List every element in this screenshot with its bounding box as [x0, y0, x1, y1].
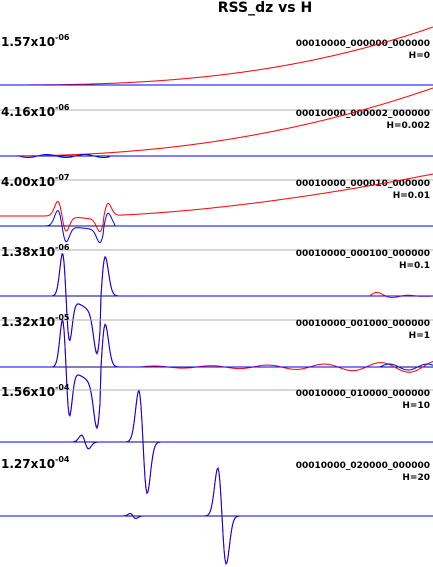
- panel-h-label: H=0.002: [386, 121, 430, 131]
- red-trace: [0, 173, 433, 233]
- panel-scale-label: 1.56x10-04: [1, 383, 70, 399]
- panel-run-id: 00010000_000000_000000: [296, 39, 430, 49]
- panel-6: 1.27x10-04 00010000_020000_000000 H=20: [0, 455, 433, 566]
- figure-title: RSS_dz vs H: [218, 0, 312, 16]
- scale-mantissa: 1.38x10: [1, 245, 55, 259]
- red-trace: [0, 26, 433, 86]
- panel-1: 4.16x10-06 00010000_000002_000000 H=0.002: [0, 87, 433, 181]
- panel-h-label: H=0: [409, 51, 430, 61]
- scale-exponent: -06: [55, 243, 70, 252]
- panel-scale-label: 1.38x10-06: [1, 243, 70, 259]
- panel-h-label: H=0.1: [399, 261, 430, 271]
- scale-mantissa: 4.16x10: [1, 105, 55, 119]
- panel-h-label: H=0.01: [393, 191, 430, 201]
- scale-exponent: -06: [55, 33, 70, 42]
- panel-h-label: H=1: [409, 331, 430, 341]
- blue-trace: [0, 389, 433, 495]
- blue-trace: [0, 154, 433, 158]
- panel-scale-label: 1.57x10-06: [1, 33, 70, 49]
- panel-4: 1.32x10-05 00010000_001000_000000 H=1: [0, 313, 433, 430]
- panel-2: 4.00x10-07 00010000_000010_000000 H=0.01: [0, 173, 433, 251]
- scale-mantissa: 1.27x10: [1, 457, 55, 471]
- panel-3: 1.38x10-06 00010000_000100_000000 H=0.1: [0, 243, 433, 356]
- scale-mantissa: 1.56x10: [1, 385, 55, 399]
- scale-mantissa: 1.32x10: [1, 315, 55, 329]
- panel-h-label: H=10: [402, 401, 430, 411]
- panels: 1.57x10-0600010000_000000_000000H=04.16x…: [0, 26, 433, 566]
- scale-mantissa: 1.57x10: [1, 35, 55, 49]
- panel-run-id: 00010000_000100_000000: [296, 249, 430, 259]
- scale-exponent: -04: [55, 455, 70, 464]
- panel-run-id: 00010000_000010_000000: [296, 179, 430, 189]
- blue-trace: [0, 253, 433, 356]
- panel-run-id: 00010000_001000_000000: [296, 319, 430, 329]
- scale-exponent: -06: [55, 103, 70, 112]
- panel-run-id: 00010000_000002_000000: [296, 109, 430, 119]
- panel-run-id: 00010000_020000_000000: [296, 461, 430, 471]
- red-trace: [0, 87, 433, 157]
- blue-trace: [0, 319, 433, 430]
- blue-trace: [0, 466, 433, 566]
- scale-exponent: -05: [55, 313, 70, 322]
- panel-scale-label: 4.16x10-06: [1, 103, 70, 119]
- panel-run-id: 00010000_010000_000000: [296, 389, 430, 399]
- panel-scale-label: 1.27x10-04: [1, 455, 70, 471]
- panel-scale-label: 4.00x10-07: [1, 173, 70, 189]
- blue-trace: [0, 209, 433, 244]
- scale-exponent: -04: [55, 383, 70, 392]
- scale-mantissa: 4.00x10: [1, 175, 55, 189]
- panel-h-label: H=20: [402, 473, 430, 483]
- panel-scale-label: 1.32x10-05: [1, 313, 70, 329]
- scale-exponent: -07: [55, 173, 69, 182]
